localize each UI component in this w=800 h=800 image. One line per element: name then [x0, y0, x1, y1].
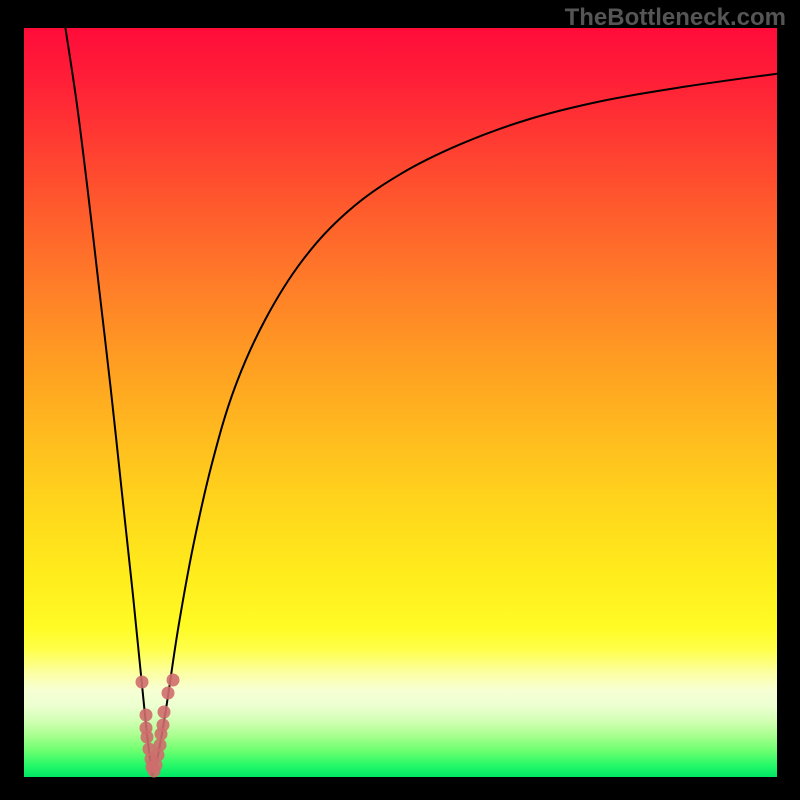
data-marker — [156, 718, 169, 731]
chart-container: TheBottleneck.com — [0, 0, 800, 800]
data-marker — [161, 687, 174, 700]
data-marker — [136, 675, 149, 688]
watermark-text: TheBottleneck.com — [565, 4, 786, 32]
plot-area — [24, 28, 777, 777]
data-marker — [158, 705, 171, 718]
data-marker — [139, 708, 152, 721]
data-marker — [167, 673, 180, 686]
markers-layer — [24, 28, 777, 777]
